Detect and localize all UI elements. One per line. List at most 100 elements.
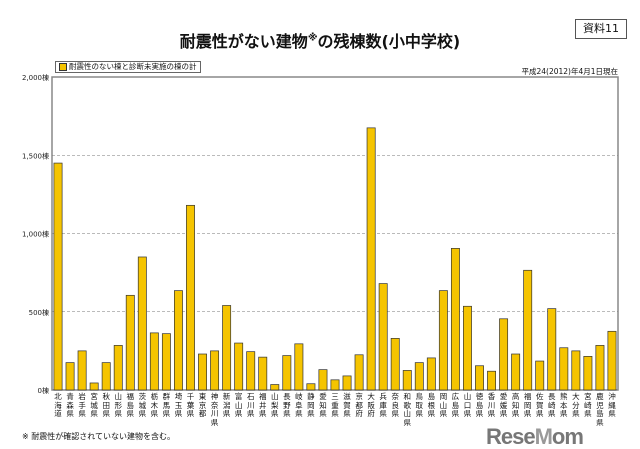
y-tick-label: 2,000棟 — [22, 73, 49, 82]
bar — [330, 379, 340, 391]
bar — [186, 204, 195, 391]
title-main: 耐震性がない建物 — [179, 32, 308, 51]
x-tick-label: 愛知県 — [319, 392, 327, 418]
x-tick-label: 東京都 — [198, 392, 207, 418]
bar — [125, 294, 135, 391]
y-tick-label: 1,500棟 — [22, 151, 49, 160]
bar — [270, 384, 280, 391]
bar — [258, 356, 268, 391]
x-tick-label: 山口県 — [463, 392, 472, 418]
x-tick-label: 高知県 — [511, 392, 520, 418]
x-tick-label: 熊本県 — [560, 392, 568, 418]
bar — [342, 375, 352, 391]
chart-title: 耐震性がない建物※の残棟数(小中学校) — [0, 28, 640, 52]
document-label: 資料11 — [575, 19, 627, 39]
x-tick-label: 香川県 — [487, 392, 496, 418]
x-tick-label: 長崎県 — [548, 392, 556, 418]
bar — [547, 308, 557, 391]
bar — [390, 338, 400, 391]
bar — [65, 362, 75, 391]
bar — [234, 342, 244, 391]
x-tick-label: 兵庫県 — [379, 392, 387, 418]
x-tick-label: 茨城県 — [138, 392, 147, 418]
bar — [318, 369, 328, 391]
title-suffix: の残棟数(小中学校) — [317, 32, 461, 51]
x-tick-label: 福岡県 — [523, 392, 532, 418]
legend: 耐震性のない棟と診断未実施の棟の計 — [55, 61, 201, 73]
bar — [571, 350, 581, 391]
x-tick-label: 三重県 — [331, 392, 339, 418]
x-tick-label: 山形県 — [114, 392, 122, 418]
bar — [174, 290, 183, 391]
x-tick-label: 石川県 — [246, 392, 255, 418]
x-tick-label: 宮城県 — [90, 392, 98, 418]
bar — [414, 362, 424, 391]
x-tick-label: 和歌山県 — [403, 392, 412, 427]
x-tick-label: 徳島県 — [475, 392, 484, 418]
bar — [149, 332, 159, 391]
x-tick-label: 沖縄県 — [608, 392, 616, 418]
y-tick-label: 1,000棟 — [22, 230, 49, 239]
x-tick-label: 奈良県 — [391, 392, 399, 418]
x-tick-label: 群馬県 — [162, 392, 171, 418]
bar — [306, 383, 316, 391]
bar — [210, 350, 220, 391]
bar — [595, 345, 605, 391]
x-tick-label: 長野県 — [283, 392, 291, 418]
bar — [222, 305, 232, 391]
x-tick-label: 佐賀県 — [535, 392, 544, 418]
x-tick-label: 岐阜県 — [295, 392, 303, 418]
bar — [282, 355, 292, 391]
bar — [450, 248, 460, 391]
y-tick-label: 0棟 — [38, 386, 49, 395]
x-tick-label: 京都府 — [355, 392, 363, 418]
x-tick-label: 青森県 — [66, 392, 74, 418]
bar — [607, 330, 617, 391]
bar — [77, 350, 87, 391]
bar — [89, 382, 99, 391]
x-tick-label: 大分県 — [572, 392, 580, 418]
x-tick-label: 新潟県 — [222, 392, 231, 418]
x-tick-label: 北海道 — [54, 392, 62, 418]
x-tick-label: 岡山県 — [439, 392, 448, 418]
bar — [499, 318, 509, 391]
bar — [583, 356, 593, 391]
bar — [511, 353, 521, 391]
bar — [294, 343, 304, 391]
bar — [161, 333, 171, 391]
x-tick-label: 大阪府 — [367, 392, 375, 418]
x-tick-label: 福島県 — [126, 392, 135, 418]
title-mark: ※ — [307, 32, 318, 44]
bar — [402, 370, 412, 391]
x-tick-label: 島根県 — [427, 392, 436, 418]
x-tick-label: 神奈川県 — [210, 392, 219, 427]
date-note: 平成24(2012)年4月1日現在 — [521, 67, 618, 76]
y-tick-label: 500棟 — [29, 308, 49, 317]
x-tick-label: 宮崎県 — [584, 392, 592, 418]
footnote: ※ 耐震性が確認されていない建物を含む。 — [22, 432, 176, 441]
x-tick-label: 鹿児島県 — [596, 392, 604, 427]
bar — [535, 360, 545, 391]
bar — [101, 362, 111, 391]
bar — [198, 353, 207, 391]
x-tick-label: 福井県 — [258, 392, 267, 418]
watermark-logo: ReseMom — [486, 424, 584, 449]
x-tick-label: 埼玉県 — [174, 392, 183, 418]
bar — [559, 347, 569, 391]
x-tick-label: 山梨県 — [271, 392, 279, 418]
bar — [523, 269, 533, 391]
bar — [438, 290, 448, 391]
bar — [378, 283, 388, 391]
bar — [53, 162, 63, 391]
bar — [426, 357, 436, 391]
bar — [487, 370, 496, 391]
x-tick-label: 鳥取県 — [415, 392, 424, 418]
x-tick-label: 秋田県 — [102, 392, 110, 418]
bar — [137, 256, 147, 391]
bar — [475, 365, 484, 391]
x-tick-label: 滋賀県 — [343, 392, 351, 418]
legend-swatch — [59, 63, 67, 71]
x-tick-label: 広島県 — [451, 392, 460, 418]
